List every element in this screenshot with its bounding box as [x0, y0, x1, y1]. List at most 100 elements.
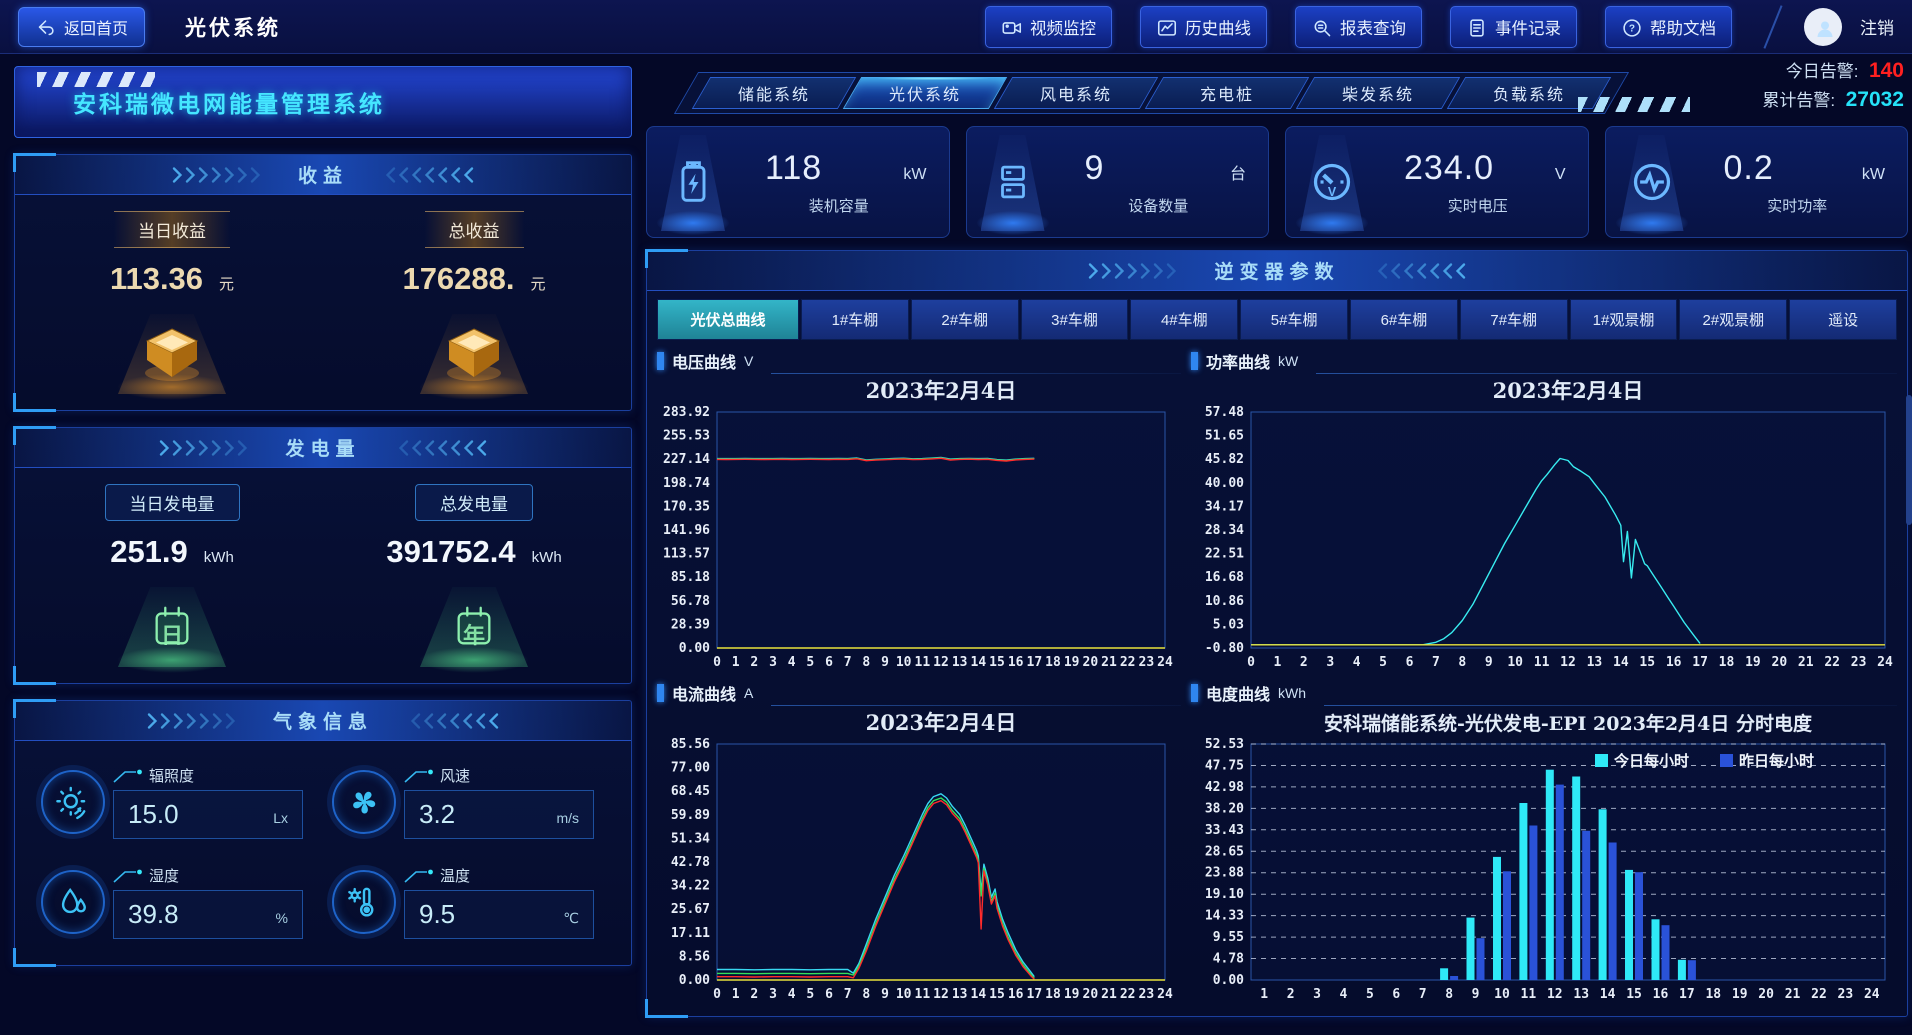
weather-value: 39.8 [128, 899, 179, 929]
svg-text:21: 21 [1101, 987, 1117, 1002]
weather-panel-header: 气象信息 [15, 701, 631, 741]
topbar-button-event[interactable]: 事件记录 [1450, 5, 1577, 48]
metric-unit: kWh [203, 549, 234, 566]
svg-text:34.17: 34.17 [1205, 499, 1244, 514]
svg-text:16.68: 16.68 [1205, 570, 1244, 585]
stat-label: 实时功率 [1767, 197, 1828, 215]
scrollbar[interactable] [1906, 395, 1912, 525]
capacity-icon [671, 158, 715, 206]
current-chart-unit: A [744, 685, 754, 701]
system-tab[interactable]: 光伏系统 [842, 77, 1008, 109]
inverter-tab[interactable]: 4#车棚 [1130, 299, 1239, 340]
calendar-icon [451, 604, 497, 655]
svg-text:11: 11 [915, 655, 931, 670]
current-chart-title: 电流曲线 [672, 687, 737, 704]
page-title: 光伏系统 [185, 16, 282, 40]
stat-card-voltage: V 234.0 V 实时电压 [1285, 126, 1589, 238]
current-chart-box: 电流曲线 A 2023年2月4日 85.56 77.00 68.45 59.89 51.3… [657, 680, 1181, 1006]
weather-unit: m/s [556, 810, 579, 826]
svg-text:9: 9 [1472, 987, 1480, 1002]
svg-text:19: 19 [1745, 655, 1761, 670]
svg-text:21: 21 [1101, 655, 1117, 670]
thermo-icon [332, 870, 396, 934]
topbar-button-video[interactable]: 视频监控 [985, 5, 1112, 48]
inverter-tab[interactable]: 3#车棚 [1020, 299, 1129, 340]
system-tabs-row: 储能系统 光伏系统 风电系统 充电桩 柴发系统 负载系统 今日告警: [646, 59, 1908, 114]
system-tab[interactable]: 柴发系统 [1295, 77, 1461, 109]
inverter-tab[interactable]: 1#观景棚 [1569, 299, 1678, 340]
weather-panel-title: 气象信息 [272, 712, 373, 733]
svg-text:85.18: 85.18 [671, 570, 710, 585]
stat-card-devices: 9 台 设备数量 [965, 126, 1269, 238]
weather-label: 辐照度 [149, 768, 195, 785]
logout-button[interactable]: 注销 [1860, 19, 1894, 38]
inverter-tab[interactable]: 1#车棚 [801, 299, 909, 340]
svg-text:40.00: 40.00 [1205, 476, 1244, 491]
svg-text:28.65: 28.65 [1205, 844, 1244, 859]
inverter-tab[interactable]: 遥设 [1789, 299, 1897, 340]
svg-text:28.34: 28.34 [1205, 523, 1244, 538]
fan-icon [332, 770, 396, 834]
svg-text:4: 4 [788, 987, 796, 1002]
svg-text:18: 18 [1045, 655, 1061, 670]
svg-text:8: 8 [1458, 655, 1466, 670]
topbar-button-history[interactable]: 历史曲线 [1140, 5, 1267, 48]
generation-metric-calendar: 总发电量 391752.4 kWh 年 [349, 484, 599, 675]
svg-text:10.86: 10.86 [1205, 594, 1244, 609]
svg-text:21: 21 [1785, 987, 1801, 1002]
metric-value: 113.36 [109, 261, 204, 296]
inverter-tab[interactable]: 光伏总曲线 [657, 299, 800, 340]
weather-value: 15.0 [128, 799, 179, 829]
svg-text:1: 1 [1274, 655, 1282, 670]
svg-text:52.53: 52.53 [1205, 737, 1244, 752]
topbar-button-report[interactable]: 报表查询 [1295, 5, 1422, 48]
svg-text:13: 13 [1573, 987, 1589, 1002]
svg-text:23: 23 [1838, 987, 1854, 1002]
back-home-button[interactable]: 返回首页 [18, 6, 146, 47]
svg-text:13: 13 [1587, 655, 1603, 670]
svg-text:1: 1 [732, 655, 740, 670]
svg-text:14: 14 [1613, 655, 1629, 670]
chevrons-left-icon [378, 166, 474, 183]
inverter-tab[interactable]: 5#车棚 [1240, 299, 1349, 340]
income-metric-goldbox: 当日收益 113.36 元 [47, 211, 297, 402]
svg-text:0.00: 0.00 [679, 973, 710, 988]
topbar-divider [1763, 4, 1783, 49]
inverter-tab[interactable]: 6#车棚 [1350, 299, 1458, 340]
svg-text:10: 10 [896, 655, 912, 670]
avatar[interactable] [1804, 7, 1842, 46]
system-tab[interactable]: 储能系统 [691, 77, 857, 109]
inverter-tab[interactable]: 7#车棚 [1459, 299, 1568, 340]
weather-label: 温度 [440, 868, 471, 885]
svg-text:22.51: 22.51 [1205, 547, 1244, 562]
svg-text:77.00: 77.00 [671, 761, 710, 776]
svg-text:198.74: 198.74 [663, 476, 710, 491]
voltage-icon: V [1309, 159, 1355, 205]
svg-text:13: 13 [952, 987, 968, 1002]
svg-text:0.00: 0.00 [679, 641, 710, 656]
user-icon [1813, 17, 1833, 37]
svg-text:0: 0 [713, 987, 721, 1002]
svg-text:18: 18 [1045, 987, 1061, 1002]
svg-text:4.78: 4.78 [1213, 952, 1244, 967]
svg-text:18: 18 [1719, 655, 1735, 670]
inverter-tab[interactable]: 2#观景棚 [1679, 299, 1788, 340]
svg-text:42.78: 42.78 [671, 855, 710, 870]
svg-text:0: 0 [1247, 655, 1255, 670]
system-tab[interactable]: 风电系统 [993, 77, 1159, 109]
weather-label: 风速 [440, 768, 471, 785]
svg-text:45.82: 45.82 [1205, 452, 1244, 467]
svg-text:227.14: 227.14 [663, 452, 710, 467]
svg-text:2023年2月4日: 2023年2月4日 [1493, 378, 1644, 403]
topbar-button-help[interactable]: ? 帮助文档 [1605, 5, 1732, 48]
connector-icon [113, 868, 143, 883]
inverter-tab[interactable]: 2#车棚 [910, 299, 1019, 340]
connector-icon [113, 768, 143, 783]
help-icon: ? [1621, 17, 1641, 37]
weather-value-box: 15.0 Lx [113, 790, 303, 839]
alarm-total-label: 累计告警: [1762, 90, 1836, 110]
svg-text:20: 20 [1758, 987, 1774, 1002]
svg-text:5: 5 [806, 655, 814, 670]
weather-value: 9.5 [419, 899, 456, 929]
system-tab[interactable]: 充电桩 [1144, 77, 1310, 109]
